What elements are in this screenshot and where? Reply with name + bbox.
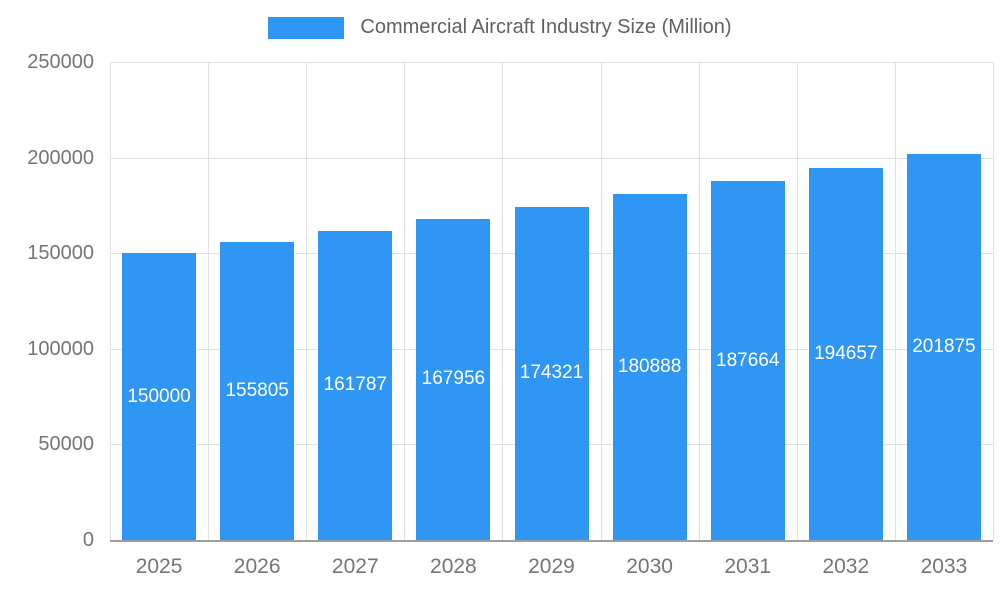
bar-value-label: 161787 [323, 374, 387, 396]
vertical-gridline [404, 62, 406, 540]
bar-2030[interactable] [612, 194, 687, 540]
x-axis-tick-label: 2025 [135, 555, 183, 578]
vertical-gridline [894, 62, 896, 540]
bar-value-label: 194657 [814, 342, 878, 364]
legend-color-swatch [268, 16, 345, 39]
horizontal-gridline [110, 157, 993, 159]
x-axis-tick-label: 2030 [626, 555, 673, 578]
bar-value-label: 201875 [912, 336, 976, 357]
y-axis-tick-label: 250000 [27, 51, 94, 73]
bar-2032[interactable] [808, 167, 883, 540]
x-axis-tick-label: 2031 [724, 555, 772, 578]
y-axis-tick-label: 0 [82, 529, 94, 551]
y-axis-tick-label: 150000 [27, 242, 94, 265]
bar-value-label: 167956 [421, 368, 486, 390]
vertical-gridline [600, 62, 602, 540]
y-axis-tick-label: 100000 [27, 337, 94, 360]
y-axis-tick-label: 200000 [27, 146, 94, 169]
x-axis-tick-label: 2028 [430, 555, 477, 578]
bar-value-label: 180888 [617, 356, 682, 378]
bar-2029[interactable] [514, 206, 589, 540]
bar-2025[interactable] [122, 253, 197, 540]
x-axis-tick-label: 2027 [331, 555, 379, 578]
horizontal-gridline [110, 62, 993, 63]
bar-value-label: 155805 [225, 380, 289, 402]
bar-value-label: 187664 [716, 349, 780, 371]
bar-2031[interactable] [710, 181, 785, 540]
x-axis-tick-label: 2026 [233, 555, 281, 578]
x-axis-tick-label: 2029 [528, 555, 575, 578]
vertical-gridline [993, 62, 994, 540]
legend: Commercial Aircraft Industry Size (Milli… [0, 16, 1000, 39]
bar-value-label: 150000 [127, 385, 191, 407]
bar-2027[interactable] [318, 230, 393, 540]
bar-2033[interactable] [906, 154, 981, 540]
legend-label: Commercial Aircraft Industry Size (Milli… [360, 16, 732, 38]
bar-2028[interactable] [416, 218, 491, 540]
bar-2026[interactable] [220, 242, 295, 540]
y-axis-tick-label: 50000 [38, 433, 94, 456]
x-axis-tick-label: 2032 [822, 555, 870, 578]
vertical-gridline [208, 62, 210, 540]
vertical-gridline [306, 62, 308, 540]
vertical-gridline [110, 62, 111, 540]
x-axis-line [110, 540, 993, 542]
vertical-gridline [796, 62, 798, 540]
bar-value-label: 174321 [519, 362, 584, 384]
vertical-gridline [698, 62, 700, 540]
x-axis-tick-label: 2033 [920, 555, 968, 578]
vertical-gridline [502, 62, 504, 540]
